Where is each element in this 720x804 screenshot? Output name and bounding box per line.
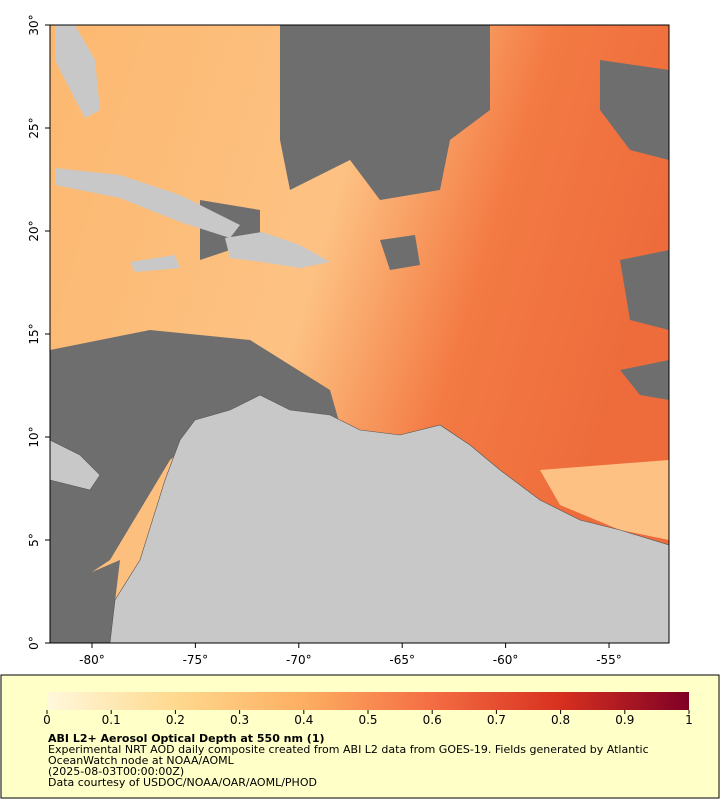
y-tick-label: 25° xyxy=(27,117,41,138)
no-data xyxy=(50,560,120,643)
colorbar-tick-label: 0.9 xyxy=(615,713,634,727)
y-tick-label: 30° xyxy=(27,14,41,35)
land xyxy=(55,168,240,238)
land xyxy=(55,25,100,118)
x-tick-label: -60° xyxy=(493,653,519,667)
colorbar-tick-label: 0.1 xyxy=(102,713,121,727)
no-data xyxy=(280,25,490,200)
land xyxy=(225,232,330,268)
y-tick-label: 0° xyxy=(27,636,41,650)
land xyxy=(50,439,101,491)
caption-line: (2025-08-03T00:00:00Z) xyxy=(48,765,184,778)
land xyxy=(109,394,669,643)
x-tick-label: -70° xyxy=(286,653,312,667)
no-data xyxy=(620,360,669,400)
y-tick-label: 20° xyxy=(27,220,41,241)
x-tick-label: -65° xyxy=(389,653,415,667)
colorbar-tick-label: 0.8 xyxy=(551,713,570,727)
y-tick-label: 5° xyxy=(27,533,41,547)
colorbar-tick-label: 0.5 xyxy=(358,713,377,727)
no-data xyxy=(380,235,420,270)
caption-line: Experimental NRT AOD daily composite cre… xyxy=(48,743,649,756)
no-data xyxy=(50,330,340,600)
colorbar-tick-label: 0.3 xyxy=(230,713,249,727)
colorbar-tick-label: 1 xyxy=(685,713,693,727)
caption-title: ABI L2+ Aerosol Optical Depth at 550 nm … xyxy=(48,732,325,745)
y-tick-label: 15° xyxy=(27,323,41,344)
map-image xyxy=(50,25,669,643)
colorbar-tick-label: 0.2 xyxy=(166,713,185,727)
caption-line: Data courtesy of USDOC/NOAA/OAR/AOML/PHO… xyxy=(48,776,317,789)
x-tick-label: -75° xyxy=(183,653,209,667)
no-data xyxy=(620,250,669,330)
colorbar-tick-label: 0 xyxy=(43,713,51,727)
colorbar-tick-label: 0.6 xyxy=(423,713,442,727)
land xyxy=(130,255,180,272)
no-data xyxy=(600,60,669,160)
y-tick-label: 10° xyxy=(27,426,41,447)
colorbar-tick-label: 0.4 xyxy=(294,713,313,727)
aerosol-field xyxy=(540,460,669,540)
x-tick-label: -55° xyxy=(596,653,622,667)
x-tick-label: -80° xyxy=(79,653,105,667)
colorbar-tick-label: 0.7 xyxy=(487,713,506,727)
caption-line: OceanWatch node at NOAA/AOML xyxy=(48,754,235,767)
colorbar xyxy=(47,692,689,710)
